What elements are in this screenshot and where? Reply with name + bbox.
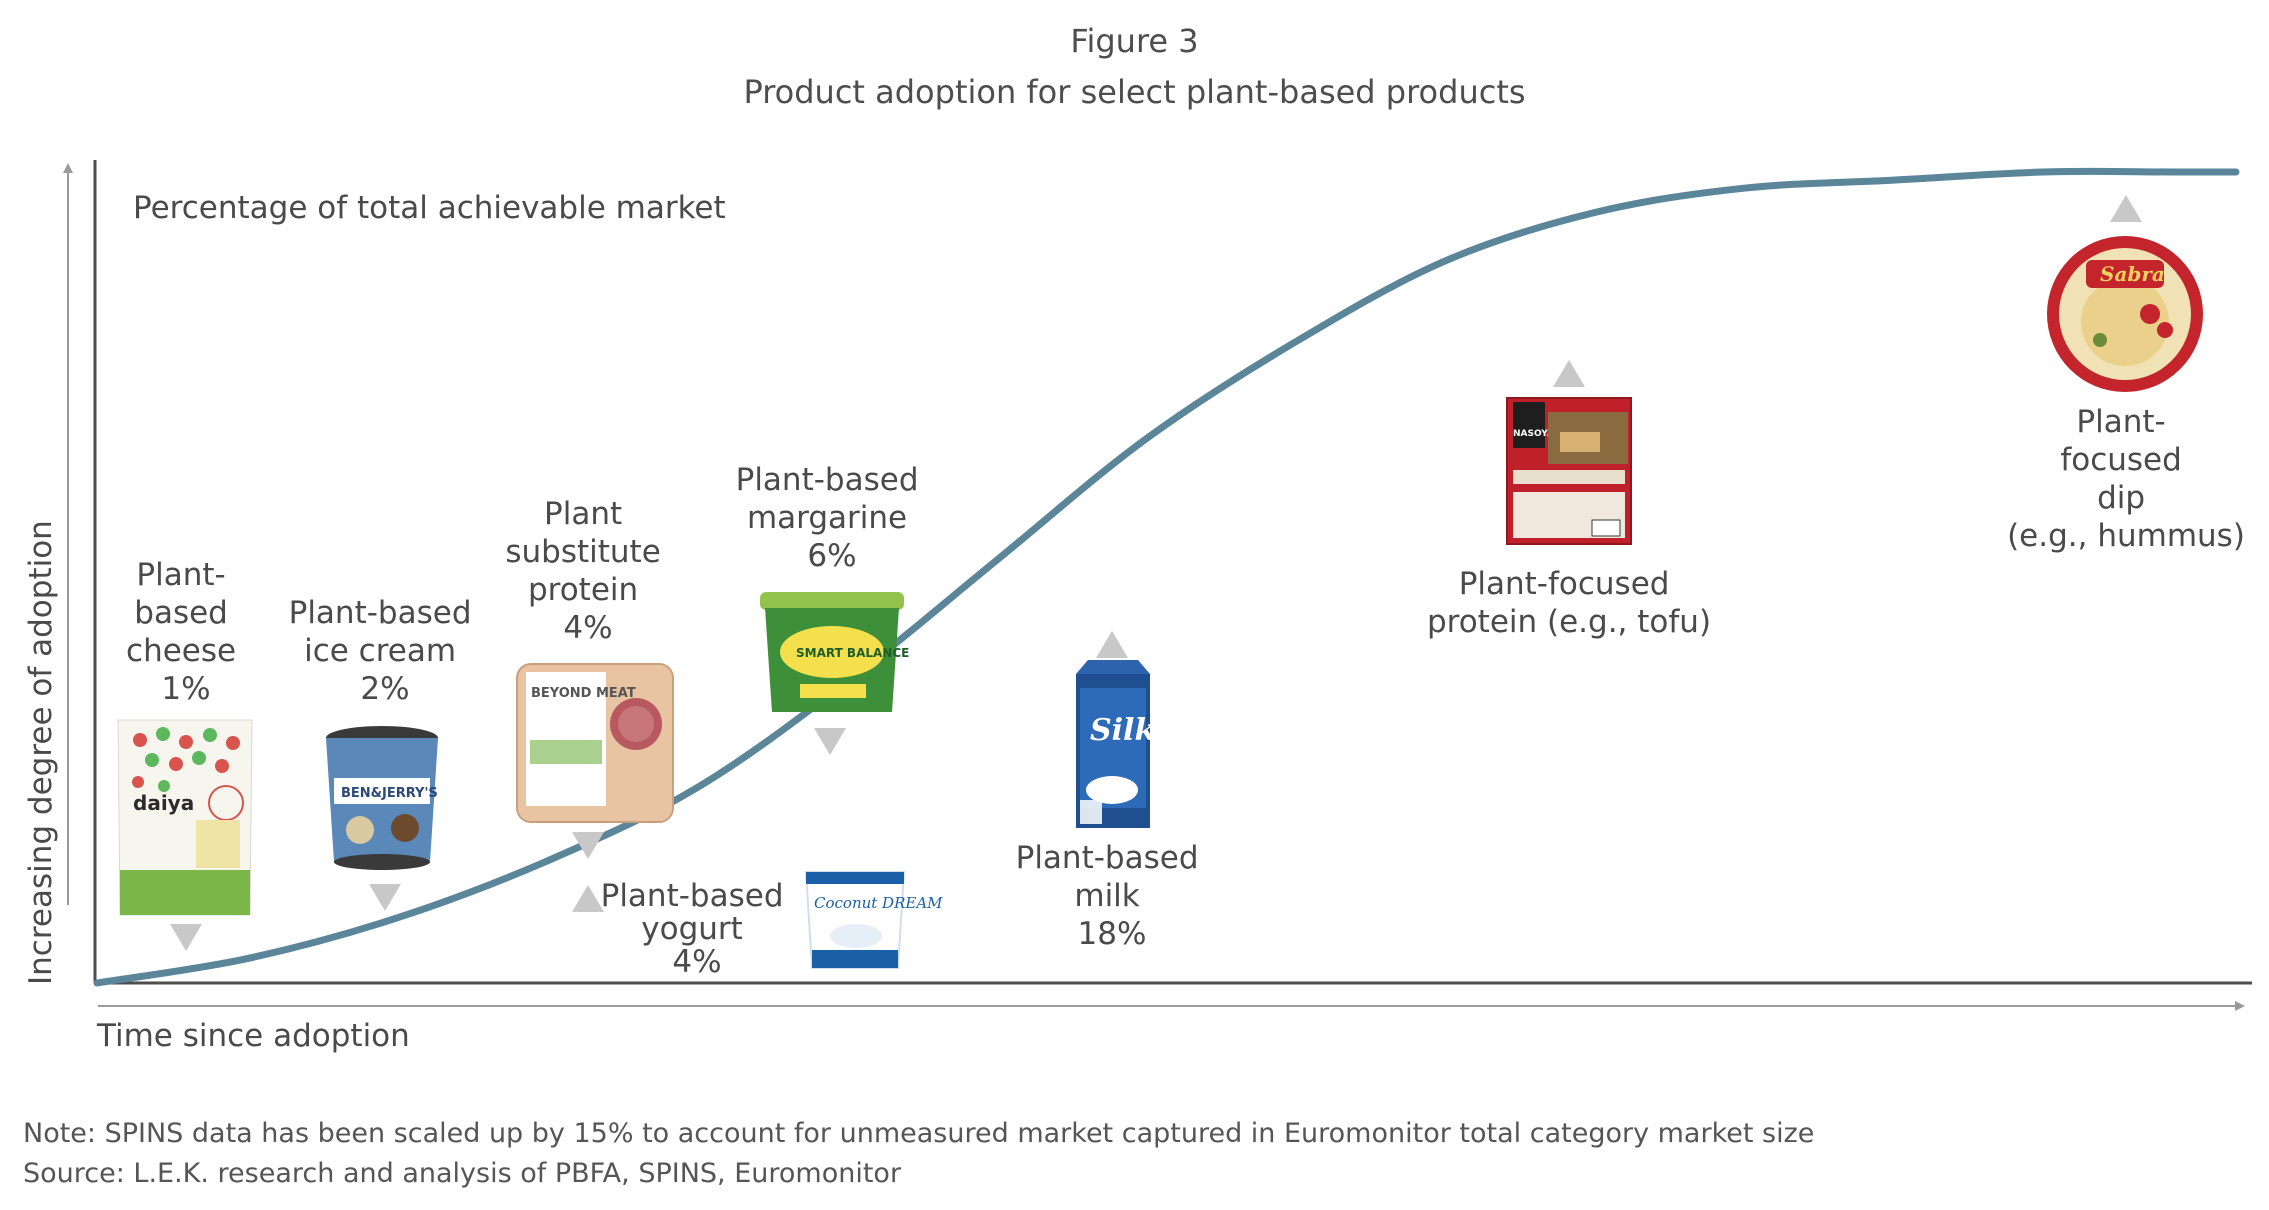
annotation-plant-based-margarine: Plant-based margarine 6% [736, 462, 929, 574]
smart-balance-product-image: SMART BALANCE [760, 592, 909, 712]
annotation-plant-based-cheese: Plant- based cheese 1% [126, 557, 246, 707]
annotation-plant-focused-protein: Plant-focused protein (e.g., tofu) [1427, 566, 1711, 640]
daiya-pack-text: daiya [133, 791, 194, 815]
ice-cream-marker-down-arrow [369, 884, 401, 911]
silk-milk-product-image: Silk [1076, 660, 1155, 828]
chart-title: Product adoption for select plant-based … [743, 73, 1526, 111]
sabra-hummus-product-image: Sabra [2047, 236, 2203, 392]
y-axis-label: Increasing degree of adoption [23, 520, 59, 985]
y-axis-annotation: Percentage of total achievable market [133, 190, 726, 226]
annotation-plant-based-milk: Plant-based milk 18% [1016, 840, 1209, 952]
chart-note: Note: SPINS data has been scaled up by 1… [23, 1118, 1815, 1149]
nasoya-pack-text: NASOYA [1513, 429, 1554, 439]
annotation-plant-substitute-protein: Plant substitute protein 4% [505, 496, 670, 646]
margarine-marker-down-arrow [814, 728, 846, 755]
figure-label: Figure 3 [1070, 22, 1199, 60]
chart-source: Source: L.E.K. research and analysis of … [23, 1158, 902, 1189]
yogurt-marker-up-arrow [572, 885, 604, 912]
sabra-pack-text: Sabra [2100, 262, 2165, 286]
adoption-chart: Percentage of total achievable market Ti… [23, 160, 2252, 1054]
smart-balance-pack-text: SMART BALANCE [796, 646, 909, 660]
coconut-dream-product-image: Coconut DREAM [804, 871, 943, 969]
beyond-meat-product-image: BEYOND MEAT [516, 663, 674, 823]
x-axis-label: Time since adoption [96, 1018, 410, 1054]
nasoya-tofu-product-image: NASOYA [1506, 397, 1632, 545]
annotation-plant-based-yogurt: Plant-based yogurt 4% [601, 878, 794, 980]
ben-jerrys-product-image: BEN&JERRY'S [326, 726, 438, 870]
cheese-marker-down-arrow [170, 924, 202, 951]
daiya-cheese-product-image: daiya [117, 719, 253, 916]
protein-marker-down-arrow [572, 832, 604, 859]
adoption-curve-line [93, 167, 2240, 987]
hummus-marker-up-arrow [2110, 195, 2142, 222]
annotation-plant-focused-dip: Plant- focused dip (e.g., hummus) [2007, 404, 2245, 554]
milk-marker-up-arrow [1096, 631, 1128, 658]
ben-jerrys-pack-text: BEN&JERRY'S [341, 786, 438, 801]
beyond-meat-pack-text: BEYOND MEAT [531, 686, 636, 701]
tofu-marker-up-arrow [1553, 360, 1585, 387]
annotation-plant-based-ice-cream: Plant-based ice cream 2% [289, 595, 482, 707]
coconut-dream-pack-text: Coconut DREAM [814, 894, 943, 912]
silk-pack-text: Silk [1090, 713, 1155, 748]
